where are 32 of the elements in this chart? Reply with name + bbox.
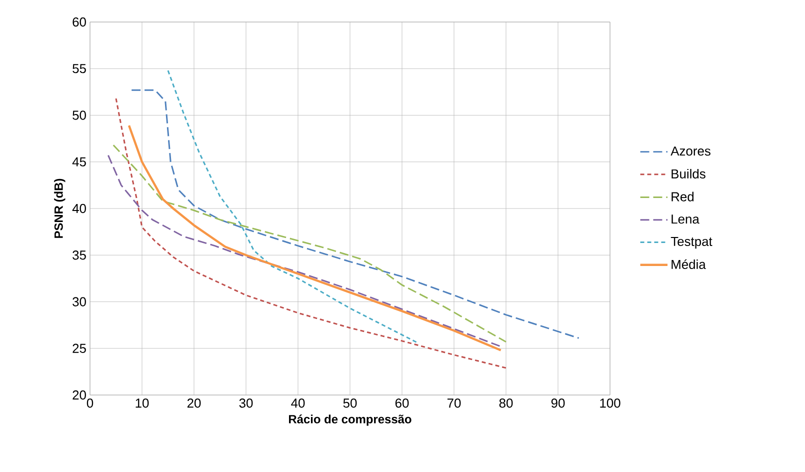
x-tick-label: 20	[187, 398, 201, 408]
y-tick-label: 25	[72, 344, 86, 353]
x-tick-label: 90	[551, 398, 565, 408]
x-tick-label: 0	[86, 398, 94, 408]
legend-label: Azores	[670, 146, 710, 156]
x-tick-label: 10	[136, 398, 149, 408]
x-tick-label: 80	[499, 398, 513, 408]
y-tick-label: 45	[72, 157, 86, 166]
x-tick-label: 70	[447, 398, 461, 408]
y-tick-label: 50	[72, 110, 86, 120]
x-axis-title: Rácio de compressão	[289, 414, 412, 426]
line-series	[167, 70, 418, 344]
y-tick-label: 20	[72, 390, 86, 400]
x-tick-label: 50	[343, 398, 357, 408]
legend-label: Builds	[672, 168, 706, 178]
line-series	[128, 124, 502, 352]
legend-label: Testpat	[670, 237, 712, 249]
y-tick-label: 60	[72, 17, 86, 27]
y-tick-label: 30	[72, 297, 86, 306]
x-tick-label: 40	[291, 398, 305, 408]
line-series	[115, 98, 507, 369]
line-series	[130, 89, 580, 339]
x-tick-label: 100	[600, 398, 620, 408]
x-tick-label: 30	[239, 398, 253, 408]
x-tick-label: 60	[395, 398, 409, 408]
legend-label: Red	[672, 192, 694, 202]
y-tick-label: 40	[72, 204, 86, 214]
legend-label: Média	[672, 259, 706, 270]
y-axis-title: PSNR (dB)	[54, 178, 66, 238]
y-tick-label: 55	[72, 64, 86, 74]
y-tick-label: 35	[72, 250, 86, 260]
legend-label: Lena	[672, 214, 700, 224]
